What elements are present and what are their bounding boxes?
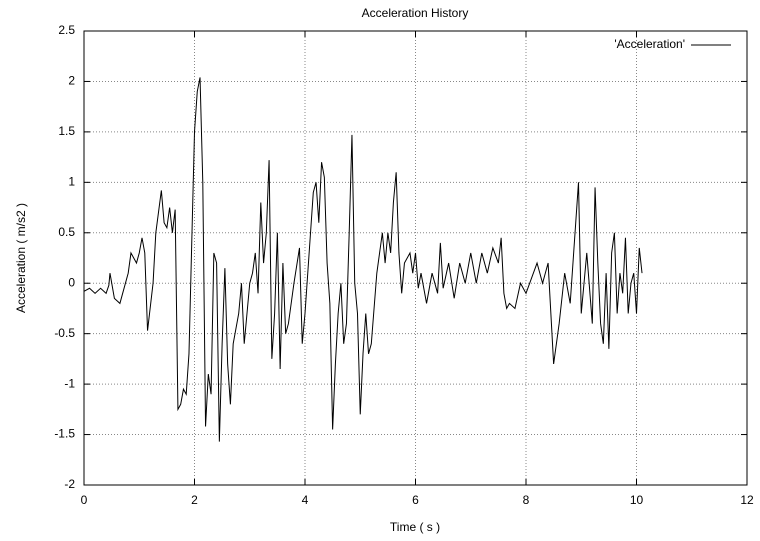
x-axis-label: Time ( s ) — [390, 520, 440, 534]
x-tick-label: 10 — [630, 493, 644, 507]
y-tick-label: 2 — [68, 74, 75, 88]
x-tick-label: 0 — [81, 493, 88, 507]
y-tick-label: -1.5 — [54, 427, 75, 441]
y-axis-label: Acceleration ( m/s2 ) — [14, 203, 28, 313]
x-tick-label: 4 — [302, 493, 309, 507]
chart-title: Acceleration History — [362, 6, 469, 20]
y-tick-label: 1 — [68, 175, 75, 189]
x-tick-label: 2 — [191, 493, 198, 507]
legend-label: 'Acceleration' — [614, 37, 685, 51]
y-tick-label: 0 — [68, 275, 75, 289]
x-tick-label: 12 — [740, 493, 754, 507]
data-line — [83, 77, 643, 442]
x-tick-label: 8 — [523, 493, 530, 507]
y-tick-label: -2 — [64, 477, 75, 491]
x-tick-label: 6 — [412, 493, 419, 507]
y-tick-label: 2.5 — [58, 23, 75, 37]
y-tick-label: -0.5 — [54, 326, 75, 340]
plot-frame — [83, 30, 748, 486]
y-tick-label: 0.5 — [58, 225, 75, 239]
y-tick-label: -1 — [64, 376, 75, 390]
y-tick-label: 1.5 — [58, 124, 75, 138]
